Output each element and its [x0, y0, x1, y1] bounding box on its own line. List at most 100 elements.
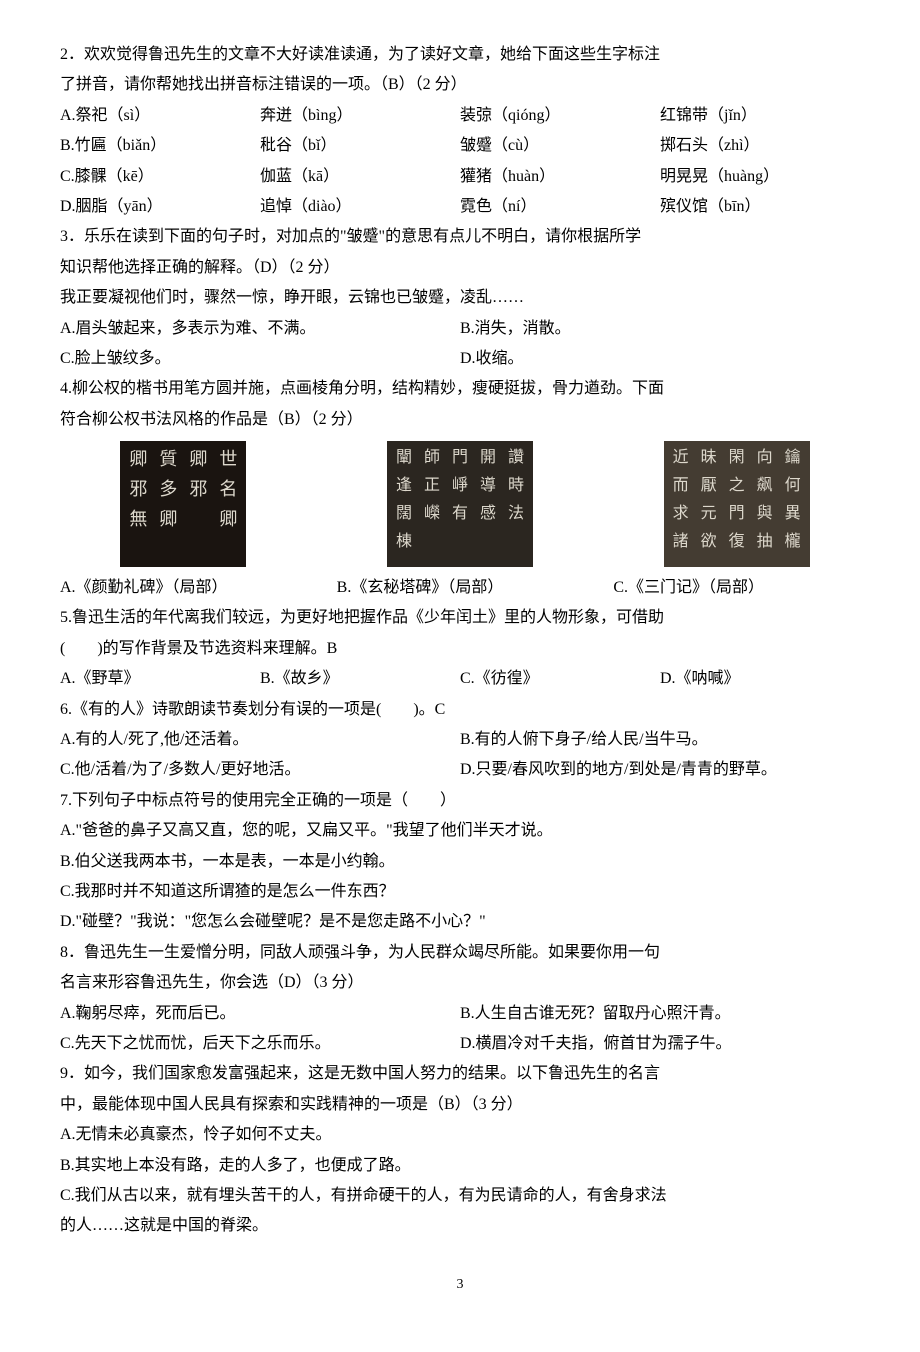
- calligraphy-char: 而: [668, 473, 694, 499]
- q5-opt-a: A.《野草》: [60, 664, 260, 694]
- q2-c-3: 獾猪（huàn）: [460, 162, 660, 192]
- q4-cap-b: B.《玄秘塔碑》（局部）: [337, 573, 584, 603]
- calligraphy-char: 卿: [154, 505, 182, 533]
- q6-opt-a: A.有的人/死了,他/还活着。: [60, 725, 460, 755]
- q2-d-3: 霓色（ní）: [460, 192, 660, 222]
- calligraphy-char: 鑰: [780, 445, 806, 471]
- calligraphy-char: 感: [475, 501, 501, 527]
- calligraphy-char: 讚: [503, 445, 529, 471]
- calligraphy-char: 世: [214, 445, 242, 473]
- q2-d-2: 追悼（diào）: [260, 192, 460, 222]
- calligraphy-b-image: 闡師門開讚逢正崢導時闊嶸有感法棟: [387, 441, 533, 567]
- calligraphy-char: 昧: [696, 445, 722, 471]
- q2-stem-1: 2．欢欢觉得鲁迅先生的文章不大好读准读通，为了读好文章，她给下面这些生字标注: [60, 40, 860, 70]
- calligraphy-char: 櫳: [780, 529, 806, 555]
- calligraphy-char: 闊: [391, 501, 417, 527]
- calligraphy-char: 有: [447, 501, 473, 527]
- calligraphy-char: 卿: [214, 505, 242, 533]
- q2-a-1: A.祭祀（sì）: [60, 101, 260, 131]
- q2-d-4: 殡仪馆（bīn）: [660, 192, 860, 222]
- calligraphy-char: 何: [780, 473, 806, 499]
- page-number: 3: [60, 1272, 860, 1299]
- calligraphy-char: 之: [724, 473, 750, 499]
- q3-opt-d: D.收缩。: [460, 344, 860, 374]
- calligraphy-char: 諸: [668, 529, 694, 555]
- calligraphy-char: 抽: [752, 529, 778, 555]
- q6-opts-row1: A.有的人/死了,他/还活着。 B.有的人俯下身子/给人民/当牛马。: [60, 725, 860, 755]
- q2-opt-a: A.祭祀（sì） 奔迸（bìng） 装弶（qióng） 红锦带（jǐn）: [60, 101, 860, 131]
- calligraphy-char: 閑: [724, 445, 750, 471]
- q7-opt-b: B.伯父送我两本书，一本是表，一本是小约翰。: [60, 847, 860, 877]
- q5-opt-d: D.《呐喊》: [660, 664, 860, 694]
- calligraphy-b-box: 闡師門開讚逢正崢導時闊嶸有感法棟: [337, 441, 584, 567]
- q5-stem-2: ( )的写作背景及节选资料来理解。B: [60, 634, 860, 664]
- calligraphy-char: [124, 535, 152, 563]
- calligraphy-char: 嶸: [419, 501, 445, 527]
- q2-b-1: B.竹匾（biǎn）: [60, 131, 260, 161]
- q7-opt-c: C.我那时并不知道这所谓猹的是怎么一件东西？: [60, 877, 860, 907]
- calligraphy-char: 異: [780, 501, 806, 527]
- calligraphy-char: 卿: [124, 445, 152, 473]
- q8-opt-c: C.先天下之忧而忧，后天下之乐而乐。: [60, 1029, 460, 1059]
- q9-opt-c2: 的人……这就是中国的脊梁。: [60, 1211, 860, 1241]
- calligraphy-char: 名: [214, 475, 242, 503]
- q4-cap-a: A.《颜勤礼碑》（局部）: [60, 573, 307, 603]
- q2-a-2: 奔迸（bìng）: [260, 101, 460, 131]
- q5-opt-c: C.《彷徨》: [460, 664, 660, 694]
- q3-opt-c: C.脸上皱纹多。: [60, 344, 460, 374]
- calligraphy-char: 逢: [391, 473, 417, 499]
- q8-stem-2: 名言来形容鲁迅先生，你会选（D）（3 分）: [60, 968, 860, 998]
- q2-stem-2: 了拼音，请你帮她找出拼音标注错误的一项。（B）（2 分）: [60, 70, 860, 100]
- calligraphy-c-box: 近昧閑向鑰而厭之飙何求元門與異諸欲復抽櫳: [613, 441, 860, 567]
- q4-stem-2: 符合柳公权书法风格的作品是（B）（2 分）: [60, 405, 860, 435]
- q9-opt-a: A.无情未必真豪杰，怜子如何不丈夫。: [60, 1120, 860, 1150]
- calligraphy-char: 近: [668, 445, 694, 471]
- calligraphy-char: 飙: [752, 473, 778, 499]
- calligraphy-char: 多: [154, 475, 182, 503]
- q2-opt-b: B.竹匾（biǎn） 秕谷（bǐ） 皱蹙（cù） 掷石头（zhì）: [60, 131, 860, 161]
- calligraphy-char: 門: [447, 445, 473, 471]
- q3-quote: 我正要凝视他们时，骤然一惊，睁开眼，云锦也已皱蹙，凌乱……: [60, 283, 860, 313]
- calligraphy-char: [214, 535, 242, 563]
- q9-stem-1: 9．如今，我们国家愈发富强起来，这是无数中国人努力的结果。以下鲁迅先生的名言: [60, 1059, 860, 1089]
- q7-opt-d: D."碰壁？"我说："您怎么会碰壁呢？是不是您走路不小心？": [60, 907, 860, 937]
- q6-stem: 6.《有的人》诗歌朗读节奏划分有误的一项是( )。C: [60, 695, 860, 725]
- calligraphy-char: 邪: [184, 475, 212, 503]
- q2-c-2: 伽蓝（kā）: [260, 162, 460, 192]
- calligraphy-char: 邪: [124, 475, 152, 503]
- calligraphy-char: 向: [752, 445, 778, 471]
- calligraphy-char: 師: [419, 445, 445, 471]
- q2-a-3: 装弶（qióng）: [460, 101, 660, 131]
- calligraphy-char: 卿: [184, 445, 212, 473]
- q8-stem-1: 8．鲁迅先生一生爱憎分明，同敌人顽强斗争，为人民群众竭尽所能。如果要你用一句: [60, 938, 860, 968]
- q7-stem: 7.下列句子中标点符号的使用完全正确的一项是（ ）: [60, 786, 860, 816]
- calligraphy-char: 崢: [447, 473, 473, 499]
- q3-opt-a: A.眉头皱起来，多表示为难、不满。: [60, 314, 460, 344]
- q2-b-2: 秕谷（bǐ）: [260, 131, 460, 161]
- q9-stem-2: 中，最能体现中国人民具有探索和实践精神的一项是（B）（3 分）: [60, 1090, 860, 1120]
- q2-b-4: 掷石头（zhì）: [660, 131, 860, 161]
- calligraphy-images: 卿質卿世邪多邪名無卿卿 闡師門開讚逢正崢導時闊嶸有感法棟 近昧閑向鑰而厭之飙何求…: [60, 441, 860, 567]
- q5-stem-1: 5.鲁迅生活的年代离我们较远，为更好地把握作品《少年闰土》里的人物形象，可借助: [60, 603, 860, 633]
- q2-opt-c: C.膝髁（kē） 伽蓝（kā） 獾猪（huàn） 明晃晃（huàng）: [60, 162, 860, 192]
- q6-opt-c: C.他/活着/为了/多数人/更好地活。: [60, 755, 460, 785]
- calligraphy-char: [184, 505, 212, 533]
- q6-opt-d: D.只要/春风吹到的地方/到处是/青青的野草。: [460, 755, 860, 785]
- q3-stem-1: 3．乐乐在读到下面的句子时，对加点的"皱蹙"的意思有点儿不明白，请你根据所学: [60, 222, 860, 252]
- q2-b-3: 皱蹙（cù）: [460, 131, 660, 161]
- calligraphy-char: 開: [475, 445, 501, 471]
- q2-opt-d: D.胭脂（yān） 追悼（diào） 霓色（ní） 殡仪馆（bīn）: [60, 192, 860, 222]
- calligraphy-char: 欲: [696, 529, 722, 555]
- calligraphy-char: 正: [419, 473, 445, 499]
- q8-opt-d: D.横眉冷对千夫指，俯首甘为孺子牛。: [460, 1029, 860, 1059]
- q2-d-1: D.胭脂（yān）: [60, 192, 260, 222]
- calligraphy-char: 質: [154, 445, 182, 473]
- calligraphy-c-image: 近昧閑向鑰而厭之飙何求元門與異諸欲復抽櫳: [664, 441, 810, 567]
- q2-c-4: 明晃晃（huàng）: [660, 162, 860, 192]
- q8-opts-row1: A.鞠躬尽瘁，死而后已。 B.人生自古谁无死？留取丹心照汗青。: [60, 999, 860, 1029]
- q7-opt-a: A."爸爸的鼻子又高又直，您的呢，又扁又平。"我望了他们半天才说。: [60, 816, 860, 846]
- calligraphy-char: 法: [503, 501, 529, 527]
- calligraphy-char: 求: [668, 501, 694, 527]
- q4-cap-c: C.《三门记》（局部）: [613, 573, 860, 603]
- calligraphy-a-box: 卿質卿世邪多邪名無卿卿: [60, 441, 307, 567]
